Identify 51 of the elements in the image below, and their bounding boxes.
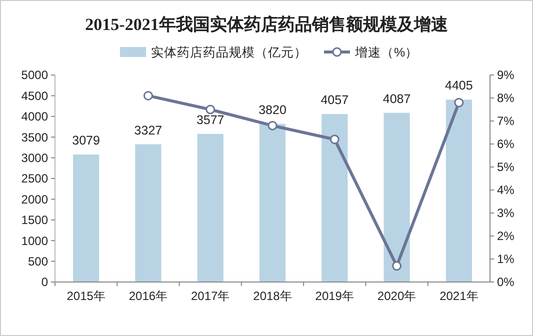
y2-tick-label: 5% xyxy=(497,160,515,174)
y-tick-label: 0 xyxy=(41,275,48,290)
y2-tick-label: 1% xyxy=(497,252,515,266)
bar xyxy=(446,100,472,282)
data-label: 3820 xyxy=(258,102,286,117)
bar xyxy=(322,114,348,282)
data-label: 3327 xyxy=(134,123,162,138)
y2-tick-label: 3% xyxy=(497,206,515,220)
x-tick-label: 2020年 xyxy=(377,289,416,303)
x-tick-label: 2021年 xyxy=(440,289,478,303)
y2-tick-label: 6% xyxy=(497,137,515,152)
y-tick-label: 2500 xyxy=(21,172,48,186)
point xyxy=(143,90,153,100)
y-tick-label: 4500 xyxy=(21,88,48,103)
data-label: 3577 xyxy=(196,112,224,127)
y-tick-label: 5000 xyxy=(21,68,48,82)
bar xyxy=(384,112,410,282)
x-tick-label: 2019年 xyxy=(315,289,354,303)
bar xyxy=(259,124,286,282)
bar xyxy=(135,144,162,282)
y2-tick-label: 0% xyxy=(497,275,515,290)
point xyxy=(392,261,402,271)
x-tick-label: 2016年 xyxy=(128,289,168,303)
point xyxy=(330,134,340,144)
y2-tick-label: 8% xyxy=(497,91,515,106)
data-label: 4057 xyxy=(320,93,349,108)
y-tick-label: 1500 xyxy=(21,213,48,228)
bar xyxy=(73,154,100,282)
legend-label: 增速（%） xyxy=(354,46,418,60)
point xyxy=(206,104,216,114)
y2-tick-label: 7% xyxy=(497,114,515,128)
y-tick-label: 2000 xyxy=(21,192,48,206)
data-label: 4405 xyxy=(445,78,473,93)
y2-tick-label: 2% xyxy=(497,229,515,244)
data-label: 3079 xyxy=(72,134,100,148)
bar xyxy=(197,134,224,282)
y-tick-label: 3500 xyxy=(21,130,48,144)
x-tick-label: 2018年 xyxy=(253,289,292,303)
data-label: 4087 xyxy=(382,92,411,106)
point xyxy=(268,120,278,130)
point xyxy=(454,98,464,108)
y-tick-label: 3000 xyxy=(21,151,48,165)
y2-tick-label: 4% xyxy=(497,183,515,198)
x-tick-label: 2017年 xyxy=(191,289,230,303)
y-tick-label: 4000 xyxy=(21,110,48,124)
x-tick-label: 2015年 xyxy=(66,289,106,303)
y2-tick-label: 9% xyxy=(497,68,515,82)
y-tick-label: 1000 xyxy=(21,234,48,248)
y-tick-label: 500 xyxy=(28,254,48,268)
legend-label: 实体药店药品规模（亿元） xyxy=(151,44,307,60)
chart-title: 2015-2021年我国实体药店药品销售额规模及增速 xyxy=(85,15,448,34)
